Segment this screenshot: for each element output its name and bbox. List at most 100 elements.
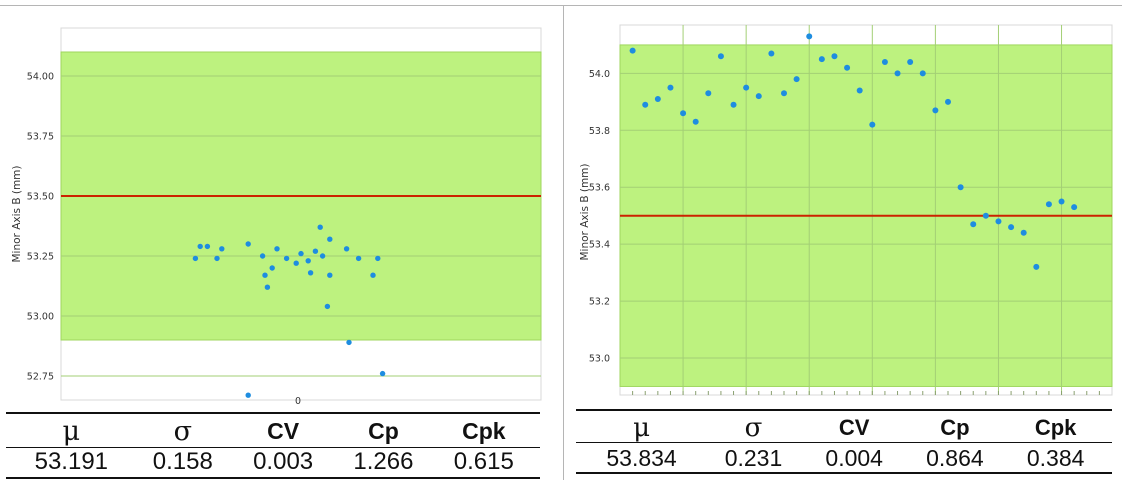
stats-header-row: μ σ CV Cp Cpk bbox=[580, 413, 1106, 443]
cp-header: Cp bbox=[940, 415, 970, 440]
data-point bbox=[259, 253, 266, 259]
data-point bbox=[312, 248, 319, 254]
y-axis-label: Minor Axis B (mm) bbox=[11, 165, 23, 262]
data-point bbox=[755, 93, 762, 100]
data-point bbox=[327, 236, 333, 242]
data-point bbox=[932, 107, 939, 114]
data-point bbox=[642, 101, 649, 108]
data-point bbox=[856, 87, 863, 94]
mu-header: μ bbox=[633, 413, 650, 443]
data-point bbox=[869, 121, 876, 128]
data-point bbox=[305, 258, 311, 264]
data-point bbox=[192, 255, 199, 262]
cpk-header: Cpk bbox=[1034, 415, 1077, 440]
y-tick-label: 53.0 bbox=[589, 354, 610, 365]
data-point bbox=[346, 339, 352, 346]
data-points bbox=[629, 33, 1078, 270]
data-point bbox=[1045, 201, 1052, 208]
data-point bbox=[629, 47, 636, 54]
data-point bbox=[283, 255, 290, 262]
x-tick-marks bbox=[632, 391, 1100, 395]
data-point bbox=[894, 70, 901, 77]
data-point bbox=[379, 370, 386, 377]
data-point bbox=[197, 243, 203, 250]
data-point bbox=[705, 90, 712, 97]
data-point bbox=[680, 110, 687, 117]
y-axis-label: Minor Axis B (mm) bbox=[579, 163, 591, 260]
y-tick-label: 53.4 bbox=[589, 240, 610, 251]
mu-value: 53.834 bbox=[606, 444, 677, 471]
data-point bbox=[1008, 224, 1015, 231]
data-point bbox=[768, 50, 775, 57]
data-point bbox=[1071, 204, 1078, 211]
y-tick-label: 53.00 bbox=[27, 312, 54, 323]
data-point bbox=[919, 70, 926, 77]
data-point bbox=[1058, 198, 1065, 205]
y-tick-label: 53.75 bbox=[27, 132, 54, 143]
data-point bbox=[355, 255, 362, 262]
data-point bbox=[717, 53, 724, 60]
sigma-value: 0.158 bbox=[152, 448, 213, 475]
y-tick-label: 53.2 bbox=[589, 297, 610, 308]
y-tick-label: 53.50 bbox=[27, 192, 54, 203]
y-tick-label: 52.75 bbox=[27, 372, 54, 383]
data-point bbox=[214, 255, 220, 262]
data-point bbox=[957, 184, 964, 191]
data-point bbox=[219, 246, 225, 252]
data-point bbox=[245, 392, 251, 398]
stats-value-row: 53.834 0.231 0.004 0.864 0.384 bbox=[580, 443, 1106, 473]
data-point bbox=[327, 272, 333, 278]
cv-value: 0.004 bbox=[825, 444, 883, 471]
data-point bbox=[307, 270, 314, 276]
cpk-value: 0.384 bbox=[1026, 444, 1085, 471]
data-point bbox=[743, 84, 750, 91]
data-point bbox=[245, 241, 251, 247]
data-point bbox=[945, 98, 951, 105]
data-point bbox=[667, 84, 674, 91]
data-point bbox=[831, 53, 838, 60]
data-point bbox=[781, 90, 787, 97]
right-scatter-chart: 53.0 53.2 53.4 53.6 53.8 54.0 Minor Axis B (m… bbox=[579, 24, 1113, 396]
stats-rule-mid bbox=[6, 447, 540, 448]
y-tick-label: 54.00 bbox=[27, 72, 54, 83]
data-point bbox=[370, 272, 376, 278]
stats-header-row: μ σ CV Cp Cpk bbox=[10, 416, 534, 447]
y-tick-labels: 53.0 53.2 53.4 53.6 53.8 54.0 bbox=[589, 69, 610, 365]
y-tick-label: 53.6 bbox=[589, 183, 610, 194]
cpk-value: 0.615 bbox=[453, 448, 514, 475]
x-tick-label: 0 bbox=[295, 396, 301, 407]
data-point bbox=[881, 59, 888, 65]
data-point bbox=[970, 221, 977, 228]
data-point bbox=[844, 64, 851, 71]
data-point bbox=[907, 59, 914, 65]
sigma-value: 0.231 bbox=[724, 444, 783, 471]
top-border-line bbox=[0, 5, 1122, 6]
stats-rule-top bbox=[576, 409, 1112, 411]
data-point bbox=[1033, 263, 1040, 270]
data-point bbox=[818, 56, 825, 63]
data-point bbox=[293, 260, 299, 266]
data-point bbox=[317, 224, 323, 230]
stats-rule-bottom bbox=[6, 477, 540, 479]
data-point bbox=[730, 101, 737, 108]
data-point bbox=[692, 118, 699, 125]
data-point bbox=[324, 303, 331, 310]
band-gridlines bbox=[620, 72, 1112, 359]
y-tick-labels: 52.75 53.00 53.25 53.50 53.75 54.00 bbox=[27, 72, 54, 383]
cv-value: 0.003 bbox=[253, 448, 314, 475]
data-point bbox=[793, 76, 800, 83]
data-point bbox=[343, 246, 350, 252]
y-tick-label: 53.25 bbox=[27, 252, 54, 263]
stats-table-right: μ σ CV Cp Cpk 53.834 0.231 0.004 0.864 0… bbox=[580, 413, 1106, 473]
stats-rule-bottom bbox=[576, 472, 1112, 474]
data-point bbox=[982, 212, 989, 219]
vertical-gridlines bbox=[682, 25, 1063, 395]
y-tick-label: 53.8 bbox=[589, 126, 610, 137]
data-point bbox=[274, 246, 280, 252]
sigma-header: σ bbox=[173, 416, 192, 447]
data-point bbox=[995, 218, 1002, 225]
data-point bbox=[375, 255, 381, 262]
data-points bbox=[192, 224, 386, 398]
data-point bbox=[319, 253, 326, 259]
left-scatter-chart: 52.75 53.00 53.25 53.50 53.75 54.00 0 Minor A… bbox=[11, 27, 542, 407]
